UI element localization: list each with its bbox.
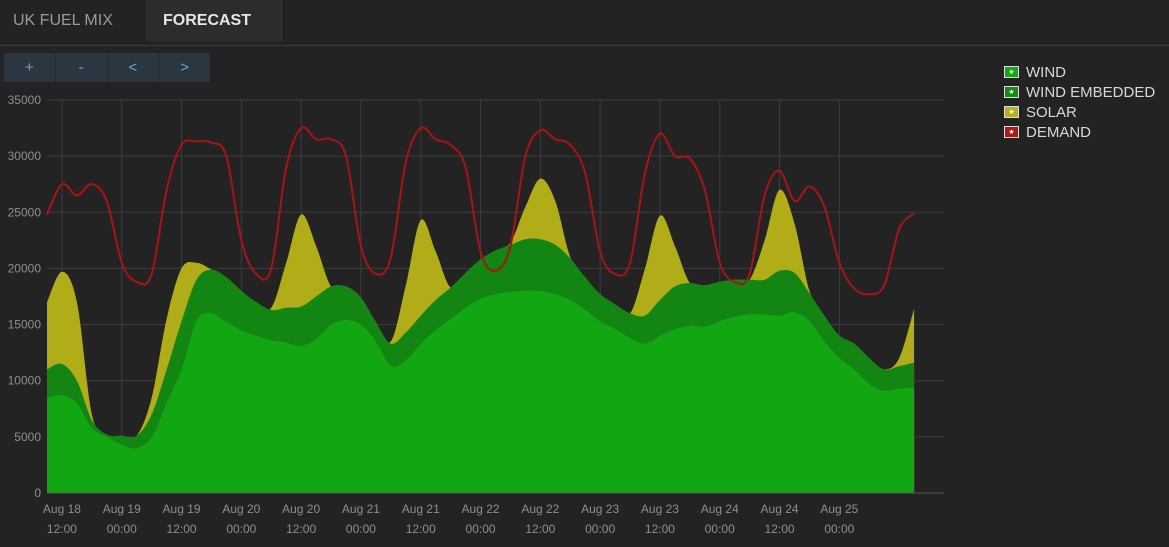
- legend-label-wind: WIND: [1026, 63, 1066, 81]
- legend-item-wind[interactable]: ★ WIND: [1004, 62, 1155, 82]
- y-tick-label: 10000: [8, 374, 42, 388]
- x-tick-label-time: 00:00: [705, 522, 735, 536]
- x-tick-label-time: 12:00: [406, 522, 436, 536]
- x-tick-label-time: 12:00: [286, 522, 316, 536]
- y-tick-label: 25000: [8, 205, 42, 219]
- x-tick-label-date: Aug 22: [521, 502, 559, 516]
- y-tick-label: 0: [34, 486, 41, 500]
- legend-item-demand[interactable]: ★ DEMAND: [1004, 122, 1155, 142]
- forecast-chart: 0 5000 10000 15000 20000 25000 30000 35000 Aug 1…: [8, 93, 944, 536]
- x-tick-label-time: 00:00: [585, 522, 615, 536]
- y-tick-label: 15000: [8, 318, 42, 332]
- chart-legend: ★ WIND ★ WIND EMBEDDED ★ SOLAR ★ DEMAND: [1004, 62, 1155, 142]
- legend-swatch-wind: ★: [1004, 66, 1019, 78]
- x-tick-label-time: 12:00: [167, 522, 197, 536]
- chart-toolbar: + - < >: [4, 53, 210, 82]
- x-tick-label-date: Aug 20: [282, 502, 320, 516]
- y-tick-label: 5000: [14, 430, 41, 444]
- x-tick-label-time: 00:00: [824, 522, 854, 536]
- x-tick-label-date: Aug 21: [342, 502, 380, 516]
- x-tick-label-time: 00:00: [226, 522, 256, 536]
- x-tick-label-date: Aug 23: [581, 502, 619, 516]
- tab-forecast[interactable]: FORECAST: [144, 0, 284, 41]
- legend-item-solar[interactable]: ★ SOLAR: [1004, 102, 1155, 122]
- y-tick-label: 20000: [8, 261, 42, 275]
- tab-bar: UK FUEL MIX FORECAST: [0, 0, 1169, 46]
- x-tick-label-date: Aug 24: [701, 502, 739, 516]
- demand-line: [46, 126, 915, 296]
- zoom-in-button[interactable]: +: [4, 53, 56, 82]
- wind-area: [47, 290, 915, 493]
- x-tick-label-time: 00:00: [346, 522, 376, 536]
- x-tick-label-date: Aug 23: [641, 502, 679, 516]
- legend-swatch-solar: ★: [1004, 106, 1019, 118]
- x-tick-label-time: 00:00: [466, 522, 496, 536]
- pan-left-button[interactable]: <: [108, 53, 160, 82]
- pan-right-button[interactable]: >: [180, 59, 189, 76]
- y-tick-label: 30000: [8, 149, 42, 163]
- legend-swatch-demand: ★: [1004, 126, 1019, 138]
- x-tick-label-date: Aug 21: [402, 502, 440, 516]
- x-tick-label-time: 12:00: [47, 522, 77, 536]
- x-tick-label-time: 12:00: [765, 522, 795, 536]
- x-tick-label-date: Aug 20: [222, 502, 260, 516]
- legend-swatch-wind-embedded: ★: [1004, 86, 1019, 98]
- legend-item-wind-embedded[interactable]: ★ WIND EMBEDDED: [1004, 82, 1155, 102]
- x-tick-label-time: 00:00: [107, 522, 137, 536]
- x-tick-label-time: 12:00: [645, 522, 675, 536]
- legend-label-solar: SOLAR: [1026, 103, 1077, 121]
- tab-uk-fuel-mix[interactable]: UK FUEL MIX: [13, 12, 113, 29]
- x-tick-label-date: Aug 22: [462, 502, 500, 516]
- x-tick-label-date: Aug 19: [163, 502, 201, 516]
- x-tick-label-date: Aug 19: [103, 502, 141, 516]
- zoom-out-button[interactable]: -: [56, 53, 108, 82]
- x-tick-label-date: Aug 25: [820, 502, 858, 516]
- x-tick-label-date: Aug 18: [43, 502, 81, 516]
- y-tick-label: 35000: [8, 93, 42, 107]
- legend-label-wind-embedded: WIND EMBEDDED: [1026, 83, 1156, 101]
- legend-label-demand: DEMAND: [1026, 123, 1092, 141]
- x-tick-label-time: 12:00: [525, 522, 555, 536]
- x-tick-label-date: Aug 24: [761, 502, 799, 516]
